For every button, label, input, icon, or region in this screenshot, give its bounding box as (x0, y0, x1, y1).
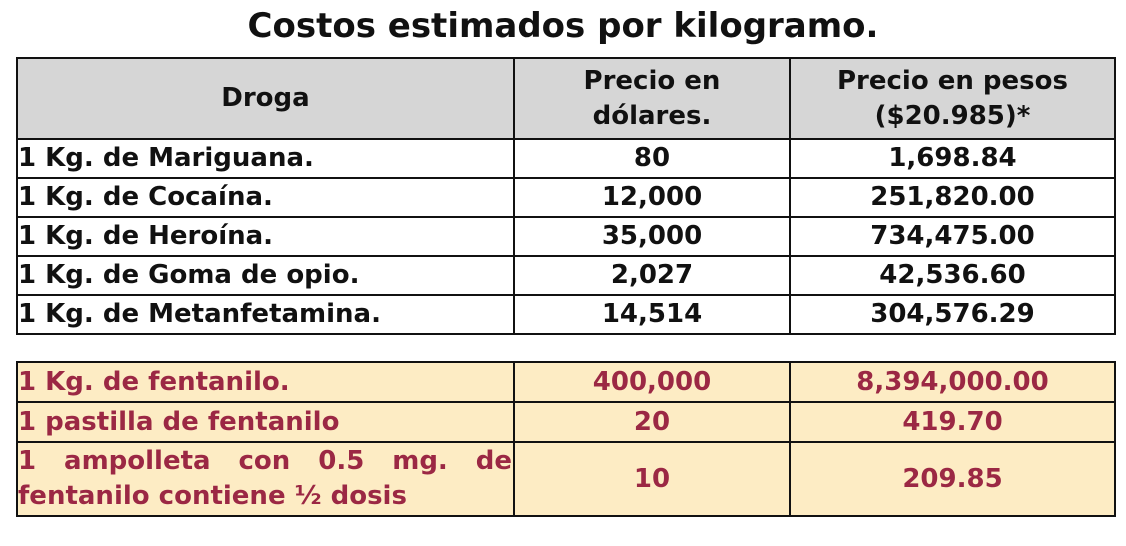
cell-droga: 1 Kg. de fentanilo. (16, 361, 515, 403)
header-pesos-line1: Precio en pesos (836, 65, 1068, 96)
header-precio-pesos: Precio en pesos ($20.985)* (789, 57, 1116, 140)
table-row: 1 Kg. de Heroína. 35,000 734,475.00 (16, 216, 1116, 257)
header-droga: Droga (16, 57, 515, 140)
cell-dolares: 14,514 (513, 294, 791, 335)
cell-pesos: 734,475.00 (789, 216, 1116, 257)
table-row: 1 Kg. de Cocaína. 12,000 251,820.00 (16, 177, 1116, 218)
header-precio-dolares: Precio en dólares. (513, 57, 791, 140)
cell-dolares: 400,000 (513, 361, 791, 403)
drug-cost-table: Droga Precio en dólares. Precio en pesos… (16, 57, 1116, 335)
header-dolares-line2: dólares. (592, 100, 712, 131)
cell-pesos: 1,698.84 (789, 138, 1116, 179)
cell-dolares: 80 (513, 138, 791, 179)
table-row: 1 Kg. de Goma de opio. 2,027 42,536.60 (16, 255, 1116, 296)
fentanilo-cost-table: 1 Kg. de fentanilo. 400,000 8,394,000.00… (16, 361, 1116, 517)
cell-pesos: 209.85 (789, 441, 1116, 517)
cell-droga: 1 ampolleta con 0.5 mg. de fentanilo con… (16, 441, 515, 517)
header-pesos-line2: ($20.985)* (874, 100, 1031, 131)
cell-dolares: 35,000 (513, 216, 791, 257)
cell-droga: 1 Kg. de Cocaína. (16, 177, 515, 218)
table-row: 1 Kg. de Mariguana. 80 1,698.84 (16, 138, 1116, 179)
table-row: 1 pastilla de fentanilo 20 419.70 (16, 401, 1116, 443)
table-row: 1 Kg. de Metanfetamina. 14,514 304,576.2… (16, 294, 1116, 335)
cell-dolares: 20 (513, 401, 791, 443)
page-title: Costos estimados por kilogramo. (247, 6, 879, 46)
cell-droga: 1 Kg. de Heroína. (16, 216, 515, 257)
cell-dolares: 10 (513, 441, 791, 517)
cell-droga-line1: 1 ampolleta con 0.5 mg. de (18, 446, 512, 476)
table-row: 1 Kg. de fentanilo. 400,000 8,394,000.00 (16, 361, 1116, 403)
cell-pesos: 251,820.00 (789, 177, 1116, 218)
header-dolares-line1: Precio en (583, 65, 721, 96)
cell-droga: 1 Kg. de Goma de opio. (16, 255, 515, 296)
cell-dolares: 2,027 (513, 255, 791, 296)
cell-pesos: 304,576.29 (789, 294, 1116, 335)
cell-pesos: 419.70 (789, 401, 1116, 443)
cell-pesos: 42,536.60 (789, 255, 1116, 296)
cell-dolares: 12,000 (513, 177, 791, 218)
cell-droga-line2: fentanilo contiene ½ dosis (18, 481, 407, 511)
cell-pesos: 8,394,000.00 (789, 361, 1116, 403)
table-header-row: Droga Precio en dólares. Precio en pesos… (16, 57, 1116, 140)
table-row: 1 ampolleta con 0.5 mg. de fentanilo con… (16, 441, 1116, 517)
cell-droga: 1 pastilla de fentanilo (16, 401, 515, 443)
cell-droga: 1 Kg. de Metanfetamina. (16, 294, 515, 335)
cell-droga: 1 Kg. de Mariguana. (16, 138, 515, 179)
